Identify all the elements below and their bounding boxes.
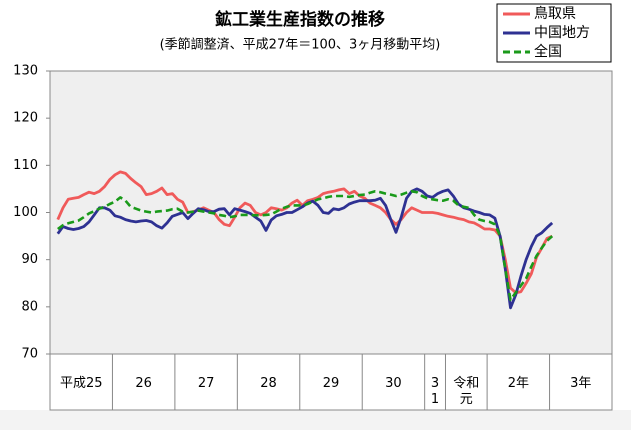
chart-subtitle: (季節調整済、平成27年＝100、3ヶ月移動平均) xyxy=(160,37,441,53)
y-tick-label: 70 xyxy=(21,347,38,362)
x-group-label: 平成25 xyxy=(59,376,103,391)
x-band xyxy=(49,353,613,411)
y-tick-label: 90 xyxy=(21,252,38,267)
legend-label: 中国地方 xyxy=(534,25,590,41)
y-tick-label: 100 xyxy=(13,205,38,220)
x-group-label: 3年 xyxy=(570,376,592,391)
y-tick-label: 80 xyxy=(21,299,38,314)
x-group-label: 29 xyxy=(322,376,340,391)
series-line xyxy=(57,190,554,302)
x-group-label: 2年 xyxy=(507,376,529,391)
x-group-label: 26 xyxy=(135,376,152,391)
x-group-label: 令和元 xyxy=(453,376,480,407)
series-line xyxy=(56,170,553,295)
x-group-label: 27 xyxy=(197,376,215,391)
legend-label: 全国 xyxy=(534,43,562,60)
legend-label: 鳥取県 xyxy=(534,6,576,22)
chart-title: 鉱工業生産指数の推移 xyxy=(215,9,385,30)
y-tick-label: 120 xyxy=(13,111,38,126)
x-group-label: 28 xyxy=(260,376,277,391)
y-tick-label: 130 xyxy=(13,64,38,79)
x-group-label: 31 xyxy=(430,376,440,407)
y-tick-label: 110 xyxy=(13,158,38,173)
footer-strip xyxy=(0,410,631,430)
x-group-label: 30 xyxy=(385,376,402,391)
